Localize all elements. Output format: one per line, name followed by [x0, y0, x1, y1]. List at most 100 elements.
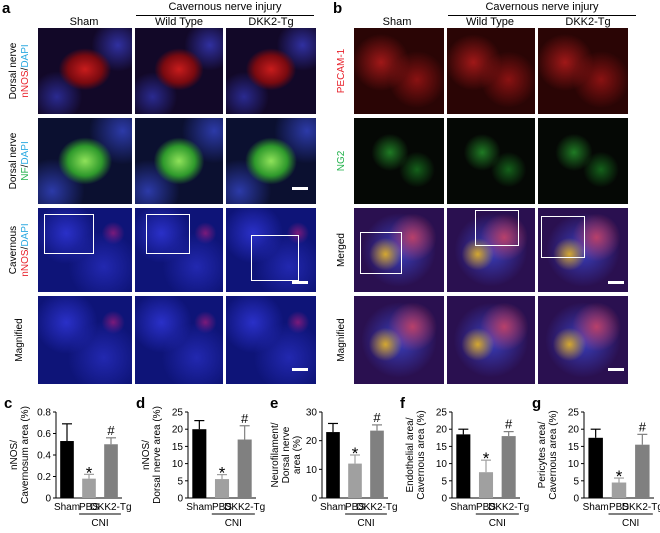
panel-a-micrograph-r2-c1 [38, 118, 132, 204]
category-label: DKK2-Tg [488, 502, 529, 513]
scale-bar [292, 187, 308, 190]
y-tick-label: 15 [568, 442, 580, 453]
significance-marker: * [352, 444, 359, 463]
y-tick-label: 5 [441, 476, 447, 487]
panel-a-group-header: Cavernous nerve injury [168, 1, 282, 13]
panel-a-micrograph-r3-c2 [135, 208, 223, 292]
bar-dkk2-tg [237, 439, 252, 498]
panel-b-micrograph-r1-c3 [538, 28, 628, 114]
category-label: PBS [345, 502, 365, 513]
group-label: CNI [622, 518, 639, 529]
panel-a-row-label-part: Magnified [14, 318, 25, 362]
y-tick-label: 0 [45, 494, 51, 505]
bar-sham [326, 432, 340, 498]
y-tick-label: 10 [568, 459, 580, 470]
category-label: PBS [212, 502, 232, 513]
panel-a-row-label-part: / [20, 164, 31, 168]
panel-b-micrograph-r3-c3 [538, 208, 628, 292]
bar-dkk2-tg [635, 444, 650, 498]
group-label: CNI [357, 518, 374, 529]
y-tick-label: 0.8 [37, 408, 51, 419]
panel-letter: e [270, 395, 278, 412]
group-label: CNI [91, 518, 108, 529]
y-tick-label: 20 [172, 425, 184, 436]
panel-b-col-wild-type: Wild Type [465, 16, 515, 28]
panel-a-row-label-part: DAPI [20, 223, 31, 247]
bar-sham [60, 441, 74, 498]
y-tick-label: 5 [573, 476, 579, 487]
bar-dkk2-tg [104, 444, 118, 498]
bar-chart-e: e Neurofilament/Dorsal nervearea (%) 0 10 20… [270, 395, 398, 529]
significance-marker: # [639, 419, 647, 434]
panel-b-group-header: Cavernous nerve injury [485, 1, 599, 13]
panel-a-col-wild-type: Wild Type [154, 16, 204, 28]
panel-a-row-label-part: nNOS [20, 249, 31, 277]
scale-bar [608, 368, 624, 371]
bar-dkk2-tg [370, 430, 384, 498]
panel-a-row-label-1: Dorsal nerve nNOS/DAPI [8, 28, 32, 114]
magnify-box [541, 216, 585, 258]
y-tick-label: 0 [311, 494, 317, 505]
panel-b-micrograph-r1-c2 [447, 28, 535, 114]
panel-b-micrograph-r4-c1 [354, 296, 444, 384]
category-label: PBS [79, 502, 99, 513]
category-label: PBS [609, 502, 629, 513]
category-label: Sham [583, 502, 609, 513]
panel-b-col-dkk2: DKK2-Tg [565, 16, 611, 28]
significance-marker: * [616, 467, 623, 486]
y-tick-label: 0.2 [37, 472, 51, 483]
y-tick-label: 20 [568, 425, 580, 436]
bar-pbs [82, 478, 96, 498]
scale-bar [292, 281, 308, 284]
significance-marker: # [107, 423, 115, 438]
bar-sham [192, 429, 207, 498]
bar-pbs [478, 472, 494, 498]
panel-a-row-label-part: DAPI [20, 44, 31, 68]
y-tick-label: 5 [177, 476, 183, 487]
y-tick-label: 10 [306, 465, 318, 476]
category-label: DKK2-Tg [622, 502, 660, 513]
bar-pbs [611, 482, 627, 498]
category-label: DKK2-Tg [224, 502, 265, 513]
panel-b-micrograph-r3-c2 [447, 208, 535, 292]
magnify-box [360, 232, 402, 274]
panel-b-letter: b [333, 0, 343, 17]
y-tick-label: 25 [436, 408, 448, 419]
panel-a-row-label-part: / [20, 67, 31, 71]
scale-bar [292, 368, 308, 371]
panel-b-row-label-part: PECAM-1 [336, 48, 347, 94]
category-label: Sham [186, 502, 212, 513]
panel-b-row-label-part: NG2 [336, 150, 347, 172]
bar-pbs [348, 463, 362, 498]
y-tick-label: 25 [172, 408, 184, 419]
category-label: Sham [450, 502, 476, 513]
magnify-box [44, 214, 94, 254]
panel-a-row-label-part: Dorsal nerve [8, 132, 19, 190]
panel-a-row-label-part: NF [20, 167, 31, 181]
panel-a-row-label-part: DAPI [20, 141, 31, 165]
y-tick-label: 0 [177, 494, 183, 505]
panel-a-row-label-2: Dorsal nerve NF/DAPI [8, 118, 32, 204]
bar-dkk2-tg [501, 436, 516, 498]
panel-b-micrograph-r2-c3 [538, 118, 628, 204]
panel-a-micrograph-r4-c2 [135, 296, 223, 384]
significance-marker: * [483, 449, 490, 468]
category-label: PBS [476, 502, 496, 513]
y-tick-label: 30 [306, 408, 318, 419]
panel-letter: d [136, 395, 145, 412]
group-label: CNI [225, 518, 242, 529]
y-tick-label: 10 [436, 459, 448, 470]
category-label: DKK2-Tg [356, 502, 397, 513]
panel-b-row-label-part: Magnified [336, 318, 347, 362]
panel-a-col-sham: Sham [69, 16, 99, 28]
panel-a-row-label-part: Dorsal nerve [8, 42, 19, 100]
panel-a-row-label-4: Magnified [14, 296, 26, 384]
category-label: Sham [54, 502, 80, 513]
group-label: CNI [489, 518, 506, 529]
panel-a-micrograph-r3-c3 [226, 208, 316, 292]
panel-b-row-label-3: Merged [336, 208, 348, 292]
panel-a-micrograph-r1-c2 [135, 28, 223, 114]
category-label: Sham [320, 502, 346, 513]
y-tick-label: 0.6 [37, 429, 51, 440]
significance-marker: # [505, 417, 513, 432]
